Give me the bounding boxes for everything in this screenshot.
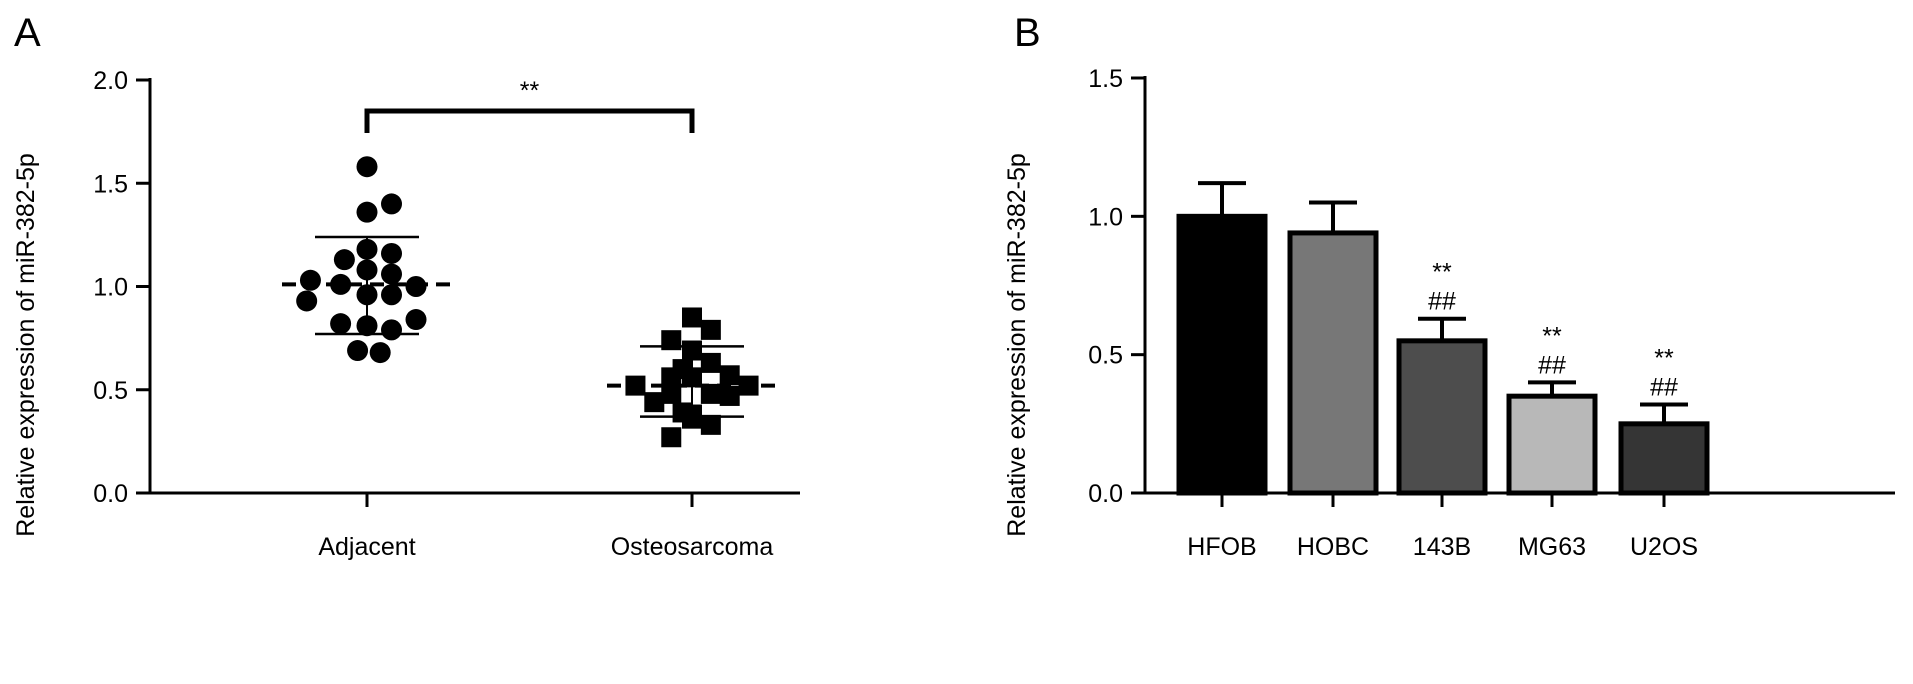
panel-b-y-tick-label: 0.5: [1088, 342, 1123, 370]
panel-a-label: A: [14, 11, 41, 55]
panel-a-point-adjacent: [369, 342, 391, 364]
panel-b-bar-hobc: [1287, 230, 1379, 496]
panel-b-y-tick-label: 1.0: [1088, 203, 1123, 231]
panel-b-bar-143b: [1396, 338, 1488, 496]
panel-b-x-tick-label: HOBC: [1297, 533, 1369, 561]
panel-b-bar-mg63: [1506, 393, 1598, 496]
panel-a-point-adjacent: [381, 319, 403, 341]
panel-a-y-tick-label: 2.0: [93, 67, 128, 95]
panel-a-point-osteosarcoma: [700, 383, 721, 404]
panel-a-point-adjacent: [330, 273, 352, 295]
panel-a-point-adjacent: [405, 276, 427, 297]
panel-a-point-osteosarcoma: [682, 408, 702, 429]
panel-a-y-tick-label: 1.0: [93, 274, 128, 302]
panel-a-point-osteosarcoma: [682, 307, 702, 328]
panel-b-x-tick-label: U2OS: [1630, 533, 1698, 561]
panel-a-ylabel: Relative expression of miR-382-5p: [12, 153, 40, 537]
panel-a-point-adjacent: [405, 309, 427, 331]
panel-a-point-adjacent: [381, 284, 403, 306]
panel-a-point-osteosarcoma: [719, 385, 740, 406]
panel-a-point-osteosarcoma: [700, 319, 721, 340]
panel-a-y-tick-label: 1.5: [93, 170, 128, 198]
panel-a-point-adjacent: [347, 340, 369, 362]
panel-a-chart: 0.0 0.5 1.0 1.5 2.0 Adjacent Osteosarcoma **: [93, 67, 800, 561]
panel-a-x-tick-label: Adjacent: [318, 533, 415, 561]
panel-b-x-tick-label: 143B: [1413, 533, 1471, 561]
panel-b-annotation-hashes: ##: [1650, 373, 1678, 401]
panel-b-y-tick-label: 1.5: [1088, 65, 1123, 93]
panel-b-label: B: [1014, 11, 1041, 55]
panel-a-point-osteosarcoma: [661, 427, 682, 448]
panel-a-point-osteosarcoma: [719, 365, 740, 386]
panel-b-annotation-stars: **: [1542, 322, 1562, 350]
panel-a-point-osteosarcoma: [700, 414, 721, 435]
panel-b-bar-hfob: [1176, 213, 1268, 496]
panel-a-point-osteosarcoma: [661, 383, 682, 404]
panel-a-point-adjacent: [330, 313, 352, 335]
panel-b-x-tick-label: HFOB: [1187, 533, 1256, 561]
panel-b-annotation-stars: **: [1432, 259, 1452, 287]
panel-a-y-tick-label: 0.0: [93, 480, 128, 508]
panel-b-y-tick-label: 0.0: [1088, 480, 1123, 508]
panel-a-significance-bracket: [364, 108, 695, 133]
panel-b-annotation-hashes: ##: [1428, 288, 1456, 316]
panel-a-y-tick-label: 0.5: [93, 377, 128, 405]
panel-a-point-adjacent: [296, 290, 318, 312]
panel-a-point-osteosarcoma: [644, 392, 665, 413]
panel-a-x-tick-label: Osteosarcoma: [611, 533, 774, 561]
panel-a-point-adjacent: [381, 263, 403, 285]
panel-b-annotation-stars: **: [1654, 344, 1674, 372]
panel-b-ylabel: Relative expression of miR-382-5p: [1003, 153, 1031, 537]
panel-a-point-adjacent: [381, 193, 403, 215]
panel-b-x-tick-label: MG63: [1518, 533, 1586, 561]
panel-b-annotation-hashes: ##: [1538, 351, 1566, 379]
panel-b-bar-u2os: [1618, 421, 1710, 496]
panel-a-point-adjacent: [333, 249, 355, 271]
panel-a-point-osteosarcoma: [700, 352, 721, 373]
panel-a-significance-label: **: [520, 77, 540, 105]
panel-a-point-adjacent: [299, 269, 321, 291]
panel-a-point-adjacent: [381, 242, 403, 264]
panel-a-point-adjacent: [356, 156, 378, 178]
panel-a-point-adjacent: [356, 201, 378, 223]
